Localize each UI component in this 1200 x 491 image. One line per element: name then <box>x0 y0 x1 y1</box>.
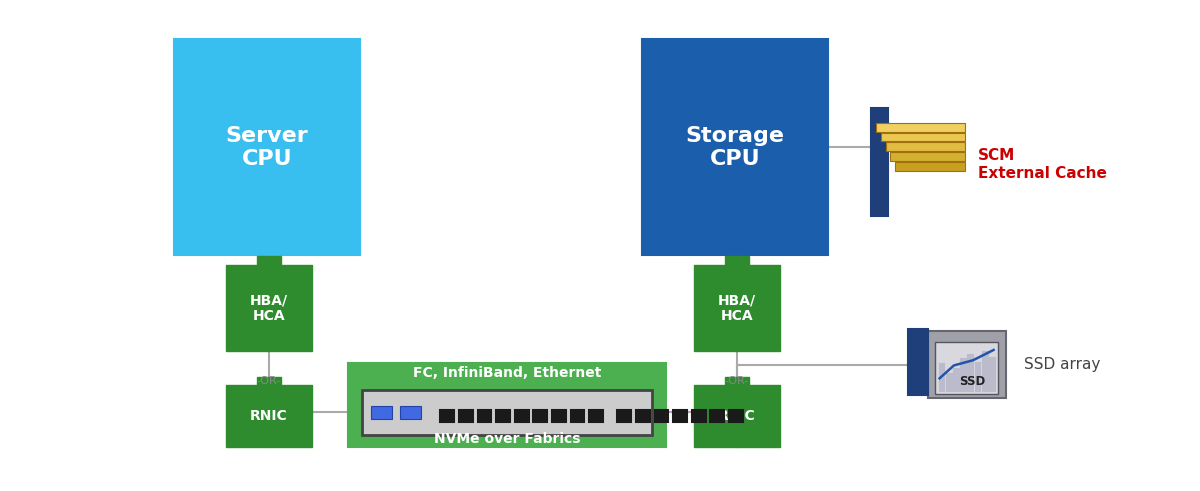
FancyBboxPatch shape <box>174 39 360 255</box>
FancyBboxPatch shape <box>890 152 965 161</box>
Polygon shape <box>694 377 780 447</box>
FancyBboxPatch shape <box>947 374 952 391</box>
Text: SCM
External Cache: SCM External Cache <box>978 148 1106 181</box>
FancyBboxPatch shape <box>571 410 584 422</box>
Text: HBA/
HCA: HBA/ HCA <box>250 293 288 323</box>
FancyBboxPatch shape <box>440 410 454 422</box>
FancyBboxPatch shape <box>976 363 980 391</box>
FancyBboxPatch shape <box>881 133 965 141</box>
Text: RNIC: RNIC <box>718 409 756 423</box>
FancyBboxPatch shape <box>655 410 668 422</box>
Text: SSD array: SSD array <box>1024 357 1100 372</box>
Text: -OR-: -OR- <box>725 376 749 385</box>
Text: Server
CPU: Server CPU <box>226 126 308 169</box>
FancyBboxPatch shape <box>497 410 510 422</box>
FancyBboxPatch shape <box>673 410 686 422</box>
Text: SSD: SSD <box>960 375 985 388</box>
Text: NVMe over Fabrics: NVMe over Fabrics <box>433 433 581 446</box>
FancyBboxPatch shape <box>362 390 652 435</box>
FancyBboxPatch shape <box>908 329 928 395</box>
FancyBboxPatch shape <box>618 410 631 422</box>
FancyBboxPatch shape <box>642 39 828 255</box>
FancyBboxPatch shape <box>636 410 649 422</box>
FancyBboxPatch shape <box>871 108 888 216</box>
FancyBboxPatch shape <box>968 355 973 391</box>
FancyBboxPatch shape <box>348 363 666 447</box>
FancyBboxPatch shape <box>895 162 965 171</box>
FancyBboxPatch shape <box>371 406 392 419</box>
FancyBboxPatch shape <box>589 410 602 422</box>
FancyBboxPatch shape <box>515 410 529 422</box>
Text: RNIC: RNIC <box>250 409 288 423</box>
FancyBboxPatch shape <box>928 331 1006 398</box>
FancyBboxPatch shape <box>552 410 566 422</box>
FancyBboxPatch shape <box>886 142 965 151</box>
FancyBboxPatch shape <box>458 410 473 422</box>
FancyBboxPatch shape <box>935 342 998 394</box>
Text: -OR-: -OR- <box>257 376 281 385</box>
FancyBboxPatch shape <box>983 352 988 391</box>
FancyBboxPatch shape <box>990 358 995 391</box>
FancyBboxPatch shape <box>400 406 421 419</box>
Text: HBA/
HCA: HBA/ HCA <box>718 293 756 323</box>
FancyBboxPatch shape <box>478 410 492 422</box>
FancyBboxPatch shape <box>728 410 743 422</box>
FancyBboxPatch shape <box>876 123 965 132</box>
FancyBboxPatch shape <box>710 410 725 422</box>
FancyBboxPatch shape <box>940 364 944 391</box>
FancyBboxPatch shape <box>954 369 959 391</box>
Polygon shape <box>694 256 780 351</box>
Polygon shape <box>226 377 312 447</box>
Polygon shape <box>226 256 312 351</box>
Text: FC, InfiniBand, Ethernet: FC, InfiniBand, Ethernet <box>413 366 601 380</box>
FancyBboxPatch shape <box>692 410 706 422</box>
FancyBboxPatch shape <box>533 410 547 422</box>
FancyBboxPatch shape <box>961 359 966 391</box>
Text: Storage
CPU: Storage CPU <box>685 126 785 169</box>
